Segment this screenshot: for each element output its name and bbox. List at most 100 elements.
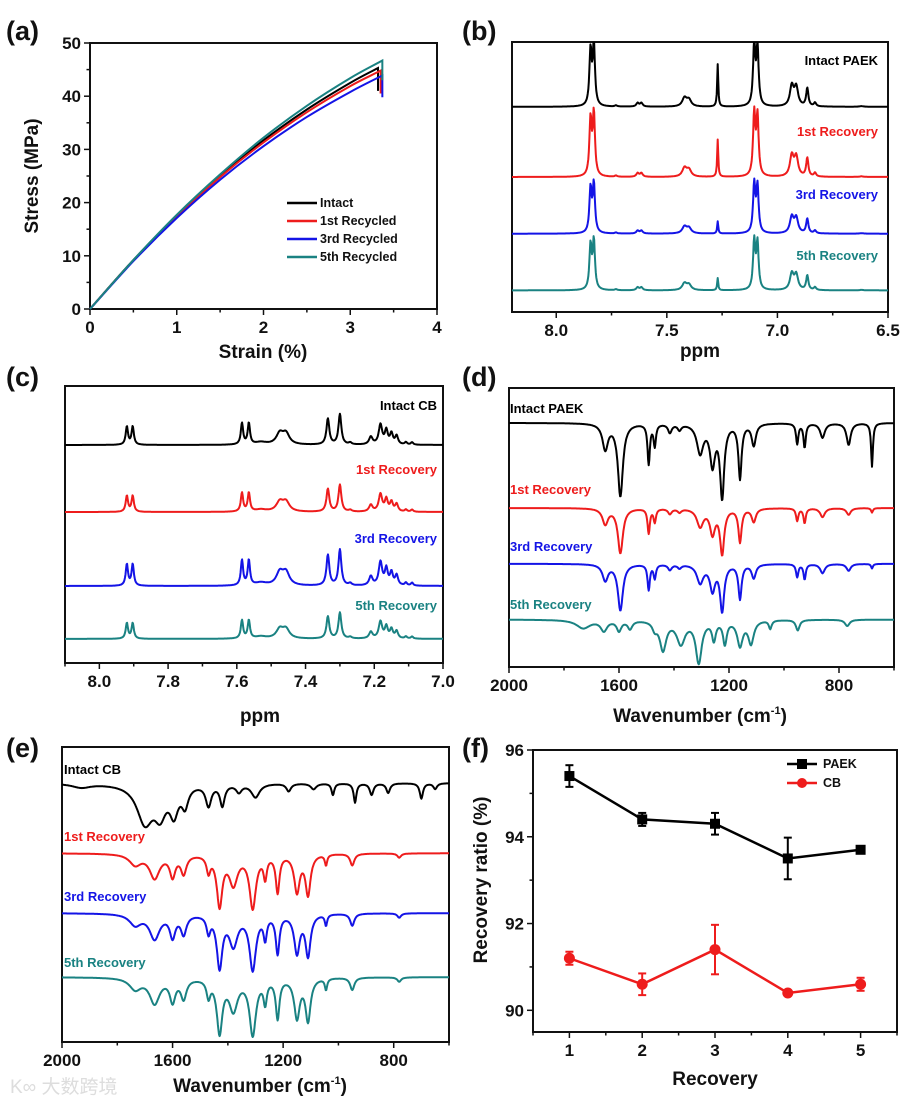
x-tick-label: 2000 <box>43 1051 81 1070</box>
panel-e: (e) 2000 1600 1200 800 Wavenumber (cm-1) Intac… <box>6 733 450 1097</box>
spectrum-3rd-recovery <box>62 912 449 973</box>
x-axis-title-text: Wavenumber (cm <box>613 706 771 727</box>
y-tick-label: 0 <box>72 300 81 319</box>
series-label: 5th Recovery <box>355 598 437 613</box>
spectrum-3rd-recovery <box>509 562 894 614</box>
y-axis-title: Stress (MPa) <box>22 118 43 233</box>
series-label: 5th Recovery <box>510 597 592 612</box>
series-label: 5th Recovery <box>64 955 146 970</box>
x-axis-title-superscript: -1 <box>771 705 781 717</box>
data-point-square <box>782 853 793 864</box>
panel-letter: (d) <box>462 362 496 392</box>
series-label: 3rd Recovery <box>355 531 438 546</box>
x-axis-title-text: Recovery <box>672 1069 758 1090</box>
x-tick-label: 8.0 <box>88 672 112 691</box>
x-tick-label: 2 <box>637 1041 646 1060</box>
legend-marker-square <box>797 759 807 769</box>
y-tick-label: 30 <box>62 140 81 159</box>
stress-strain-curve-2 <box>89 73 384 310</box>
y-tick-label: 90 <box>505 1001 524 1020</box>
y-tick-label: 10 <box>62 247 81 266</box>
x-tick-label: 0 <box>85 318 94 337</box>
series-label: 5th Recovery <box>796 248 878 263</box>
data-point-square <box>564 771 575 782</box>
y-tick-label: 50 <box>62 34 81 53</box>
series-label: Intact PAEK <box>510 401 584 416</box>
data-point-circle <box>563 952 575 964</box>
series-label: Intact PAEK <box>805 53 879 68</box>
x-axis-title: Wavenumber (cm-1) <box>613 705 787 727</box>
x-tick-label: 3 <box>710 1041 719 1060</box>
x-tick-label: 7.5 <box>655 321 679 340</box>
y-tick-label: 40 <box>62 87 81 106</box>
x-tick-label: 6.5 <box>876 321 900 340</box>
x-axis-title-superscript: -1 <box>331 1075 341 1087</box>
legend-label: 5th Recycled <box>320 250 397 264</box>
x-axis-title: ppm <box>240 706 280 727</box>
stress-strain-curve-3 <box>89 58 384 310</box>
legend-label: PAEK <box>823 757 857 771</box>
data-point-circle <box>709 944 721 956</box>
y-axis-title: Recovery ratio (%) <box>471 797 492 964</box>
y-tick-label: 92 <box>505 915 524 934</box>
plot-frame <box>89 42 438 310</box>
plot-frame <box>64 385 444 664</box>
x-tick-label: 8.0 <box>544 321 568 340</box>
data-point-circle <box>636 978 648 990</box>
spectrum-intact-cb <box>62 782 449 829</box>
panel-letter: (f) <box>462 733 489 763</box>
spectrum-5th-recovery <box>512 234 888 292</box>
data-point-square <box>637 814 648 825</box>
series-label: 1st Recovery <box>797 124 879 139</box>
legend-label: CB <box>823 776 841 790</box>
series-label: 3rd Recovery <box>796 187 879 202</box>
panel-c: (c) 8.0 7.8 7.6 7.4 7.2 7.0 ppm Intact CB 1st Rec… <box>6 362 455 727</box>
x-tick-label: 2000 <box>490 676 528 695</box>
x-axis-title: Recovery <box>672 1069 758 1090</box>
x-tick-label: 800 <box>380 1051 408 1070</box>
plot-frame <box>61 746 450 1043</box>
series-label: 3rd Recovery <box>510 539 593 554</box>
x-tick-label: 7.2 <box>362 672 386 691</box>
plot-frame <box>508 387 895 668</box>
y-tick-label: 20 <box>62 194 81 213</box>
data-point-circle <box>782 987 794 999</box>
plot-frame <box>532 749 898 1033</box>
spectrum-1st-recovery <box>62 852 449 911</box>
spectrum-intact-paek <box>512 42 888 108</box>
legend-marker-circle <box>797 778 807 788</box>
x-axis-title: Wavenumber (cm-1) <box>173 1075 347 1097</box>
x-tick-label: 1 <box>172 318 181 337</box>
series-label: Intact CB <box>380 398 437 413</box>
series-label: 1st Recovery <box>356 462 438 477</box>
x-axis-title: Strain (%) <box>219 342 308 363</box>
legend-label: 3rd Recycled <box>320 232 398 246</box>
x-tick-label: 1200 <box>710 676 748 695</box>
x-axis-title-text: ppm <box>240 706 280 727</box>
legend-label: 1st Recycled <box>320 214 396 228</box>
spectrum-intact-cb <box>65 412 443 446</box>
data-point-square <box>710 818 720 829</box>
x-tick-label: 5 <box>856 1041 865 1060</box>
x-axis-title: ppm <box>680 341 720 362</box>
series-label: 1st Recovery <box>64 829 146 844</box>
spectrum-1st-recovery <box>512 105 888 178</box>
x-axis-title-end: ) <box>341 1076 347 1097</box>
spectrum-3rd-recovery <box>512 177 888 235</box>
stress-strain-curve-0 <box>89 66 380 310</box>
y-tick-label: 96 <box>505 741 524 760</box>
x-tick-label: 1600 <box>154 1051 192 1070</box>
x-tick-label: 2 <box>259 318 268 337</box>
data-point-circle <box>855 978 867 990</box>
x-tick-label: 7.0 <box>766 321 790 340</box>
spectrum-5th-recovery <box>65 611 443 640</box>
series-label: Intact CB <box>64 762 121 777</box>
x-tick-label: 3 <box>346 318 355 337</box>
spectrum-1st-recovery <box>65 483 443 513</box>
y-tick-label: 94 <box>505 828 524 847</box>
x-axis-title-text: Wavenumber (cm <box>173 1076 331 1097</box>
panel-d: (d) 2000 1600 1200 800 Wavenumber (cm-1) Intac… <box>462 362 895 727</box>
spectrum-intact-paek <box>509 422 894 502</box>
x-tick-label: 7.8 <box>156 672 180 691</box>
